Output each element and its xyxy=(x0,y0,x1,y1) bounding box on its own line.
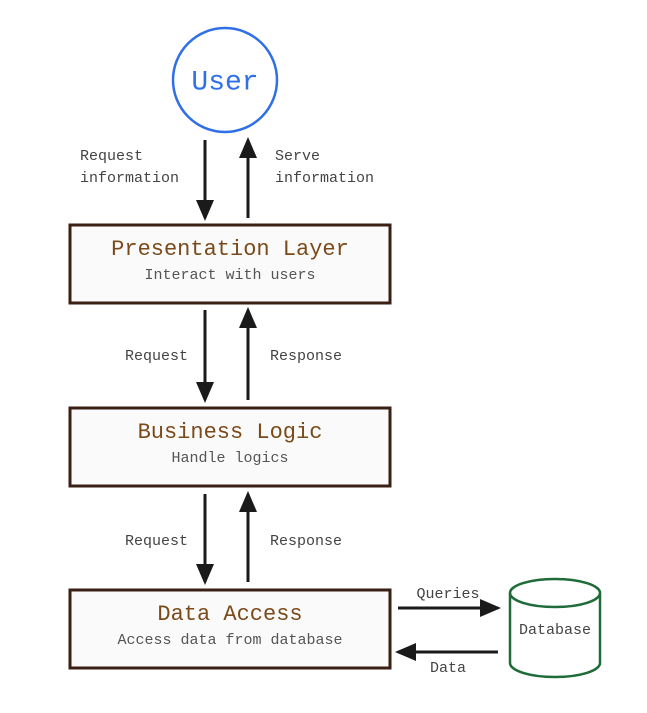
edge-label-req_info_2: information xyxy=(80,170,179,187)
edge-label-resp_2: Response xyxy=(270,533,342,550)
user-label: User xyxy=(191,67,258,98)
edge-label-serve_info_1: Serve xyxy=(275,148,320,165)
business-title: Business Logic xyxy=(138,420,323,445)
presentation-title: Presentation Layer xyxy=(111,237,349,262)
architecture-diagram: User Presentation Layer Interact with use… xyxy=(0,0,647,713)
business-subtitle: Handle logics xyxy=(171,450,288,467)
edge-label-req_1: Request xyxy=(125,348,188,365)
edge-label-queries: Queries xyxy=(416,586,479,603)
edge-label-serve_info_2: information xyxy=(275,170,374,187)
database-node: Database xyxy=(510,579,600,677)
dataaccess-title: Data Access xyxy=(157,602,302,627)
dataaccess-subtitle: Access data from database xyxy=(117,632,342,649)
edge-label-req_2: Request xyxy=(125,533,188,550)
edge-label-req_info_1: Request xyxy=(80,148,143,165)
edge-label-resp_1: Response xyxy=(270,348,342,365)
presentation-layer-node: Presentation Layer Interact with users xyxy=(70,225,390,303)
user-node: User xyxy=(173,28,277,132)
presentation-subtitle: Interact with users xyxy=(144,267,315,284)
database-label: Database xyxy=(519,622,591,639)
dataaccess-layer-node: Data Access Access data from database xyxy=(70,590,390,668)
business-layer-node: Business Logic Handle logics xyxy=(70,408,390,486)
edge-label-data: Data xyxy=(430,660,466,677)
